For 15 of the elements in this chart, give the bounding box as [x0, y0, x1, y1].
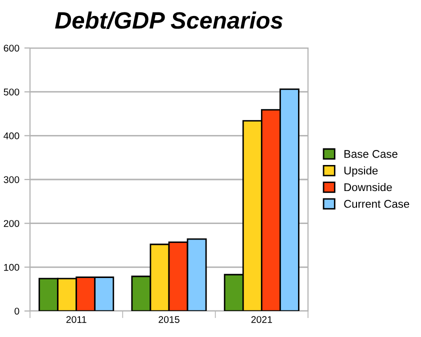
legend-label: Current Case	[344, 200, 410, 208]
chart-title: Debt/GDP Scenarios	[55, 11, 283, 30]
x-tick-label: 2015	[158, 316, 180, 323]
y-tick-label: 100	[4, 264, 20, 271]
legend-label: Upside	[344, 166, 378, 177]
x-tick-label: 2011	[66, 316, 86, 323]
y-tick-label: 200	[4, 220, 20, 227]
y-tick-label: 600	[4, 44, 20, 52]
x-tick-label: 2021	[251, 316, 272, 323]
legend-label: Downside	[344, 183, 392, 192]
y-tick-label: 500	[4, 88, 20, 96]
y-tick-label: 300	[4, 176, 20, 184]
y-tick-label: 400	[4, 132, 20, 140]
legend-label: Base Case	[344, 150, 398, 158]
y-tick-label: 0	[14, 308, 20, 315]
